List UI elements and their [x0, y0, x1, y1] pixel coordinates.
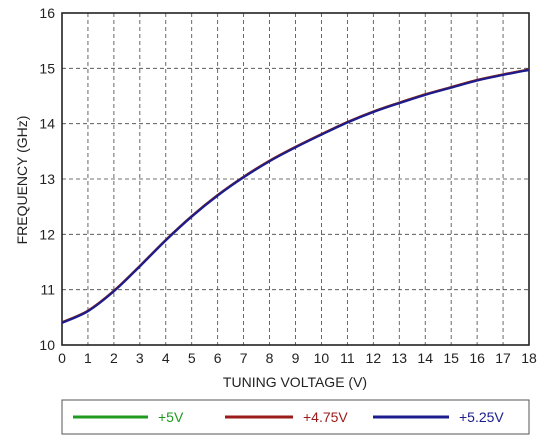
x-tick-label: 14	[417, 350, 433, 366]
legend: +5V +4.75V +5.25V	[61, 399, 530, 435]
x-tick-label: 9	[292, 350, 300, 366]
x-tick-label: 1	[84, 350, 92, 366]
x-tick-label: 17	[495, 350, 511, 366]
x-tick-label: 16	[469, 350, 485, 366]
plot-frame	[61, 12, 530, 346]
series-line-3	[61, 68, 530, 324]
y-tick-label: 10	[39, 337, 55, 353]
y-tick-label: 12	[39, 226, 55, 242]
x-tick-label: 2	[110, 350, 118, 366]
x-tick-label: 4	[162, 350, 170, 366]
y-axis-title: FREQUENCY (GHz)	[14, 116, 30, 245]
y-tick-label: 11	[40, 282, 55, 298]
x-tick-label: 5	[188, 350, 196, 366]
legend-label: +4.75V	[303, 409, 348, 425]
y-tick-label: 15	[39, 60, 55, 76]
x-tick-label: 13	[391, 350, 407, 366]
x-tick-label: 12	[366, 350, 382, 366]
x-axis-title: TUNING VOLTAGE (V)	[223, 374, 367, 390]
series-lines	[61, 68, 530, 324]
y-tick-label: 13	[39, 171, 55, 187]
x-tick-label: 15	[443, 350, 459, 366]
x-tick-label: 18	[521, 350, 537, 366]
x-tick-label: 11	[340, 350, 355, 366]
y-tick-labels: 10 11 12 13 14 15 16	[39, 5, 55, 353]
grid	[62, 13, 529, 345]
legend-label: +5V	[158, 409, 184, 425]
y-tick-label: 14	[39, 116, 55, 132]
x-tick-label: 7	[240, 350, 248, 366]
x-tick-label: 0	[58, 350, 66, 366]
x-tick-label: 6	[214, 350, 222, 366]
x-tick-label: 8	[266, 350, 274, 366]
x-tick-labels: 0 1 2 3 4 5 6 7 8 9 10 11 12 13 14 15 16 17 18	[58, 350, 537, 366]
x-tick-label: 10	[314, 350, 330, 366]
x-tick-label: 3	[136, 350, 144, 366]
y-tick-label: 16	[39, 5, 55, 21]
legend-label: +5.25V	[459, 409, 504, 425]
